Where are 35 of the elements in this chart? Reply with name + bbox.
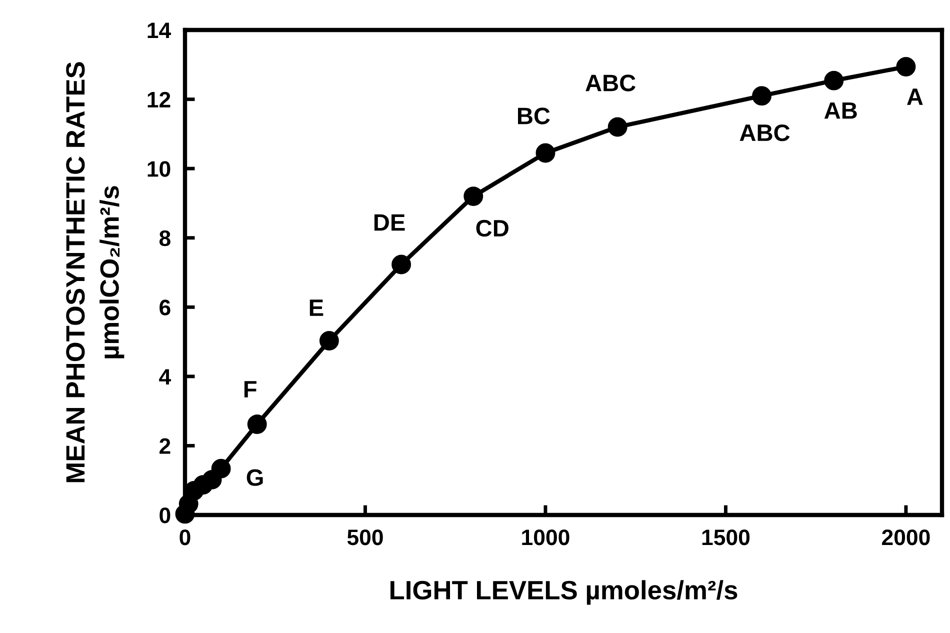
x-tick-label: 500 xyxy=(347,529,383,546)
x-axis-title: LIGHT LEVELS µmoles/m²/s xyxy=(390,580,738,605)
point xyxy=(824,70,844,90)
annotation: ABC xyxy=(586,74,636,92)
point xyxy=(319,331,339,350)
annotation: BC xyxy=(518,108,550,124)
point xyxy=(464,186,484,206)
y-tick-label: 4 xyxy=(159,369,171,384)
point xyxy=(211,458,231,478)
y-tick-label: 0 xyxy=(160,508,170,524)
x-tick-label: 0 xyxy=(180,529,190,546)
y-tick-label: 2 xyxy=(160,438,170,454)
x-tick-label: 1000 xyxy=(522,529,570,546)
point xyxy=(247,414,267,434)
annotation: F xyxy=(244,381,256,398)
y-tick-label: 10 xyxy=(148,161,170,177)
annotation: A xyxy=(907,88,923,105)
y-tick-label: 6 xyxy=(160,300,170,316)
point xyxy=(536,143,556,163)
y-tick-label: 14 xyxy=(148,22,171,38)
point xyxy=(896,57,916,76)
y-tick-label: 12 xyxy=(148,92,170,108)
annotation: DE xyxy=(374,214,405,231)
y-tick-label: 8 xyxy=(159,230,170,246)
annotation: ABC xyxy=(740,124,790,142)
annotation: CD xyxy=(476,220,508,237)
point xyxy=(608,117,628,137)
y-axis-title: MEAN PHOTOSYNTHETIC RATES µmolCO₂/m²/s xyxy=(66,62,124,482)
annotation: AB xyxy=(824,102,857,119)
x-tick-label: 1500 xyxy=(702,529,750,546)
x-tick-label: 2000 xyxy=(882,529,930,546)
annotation: G xyxy=(246,469,263,486)
point xyxy=(392,254,412,274)
annotation: E xyxy=(310,300,324,316)
point xyxy=(752,86,772,106)
